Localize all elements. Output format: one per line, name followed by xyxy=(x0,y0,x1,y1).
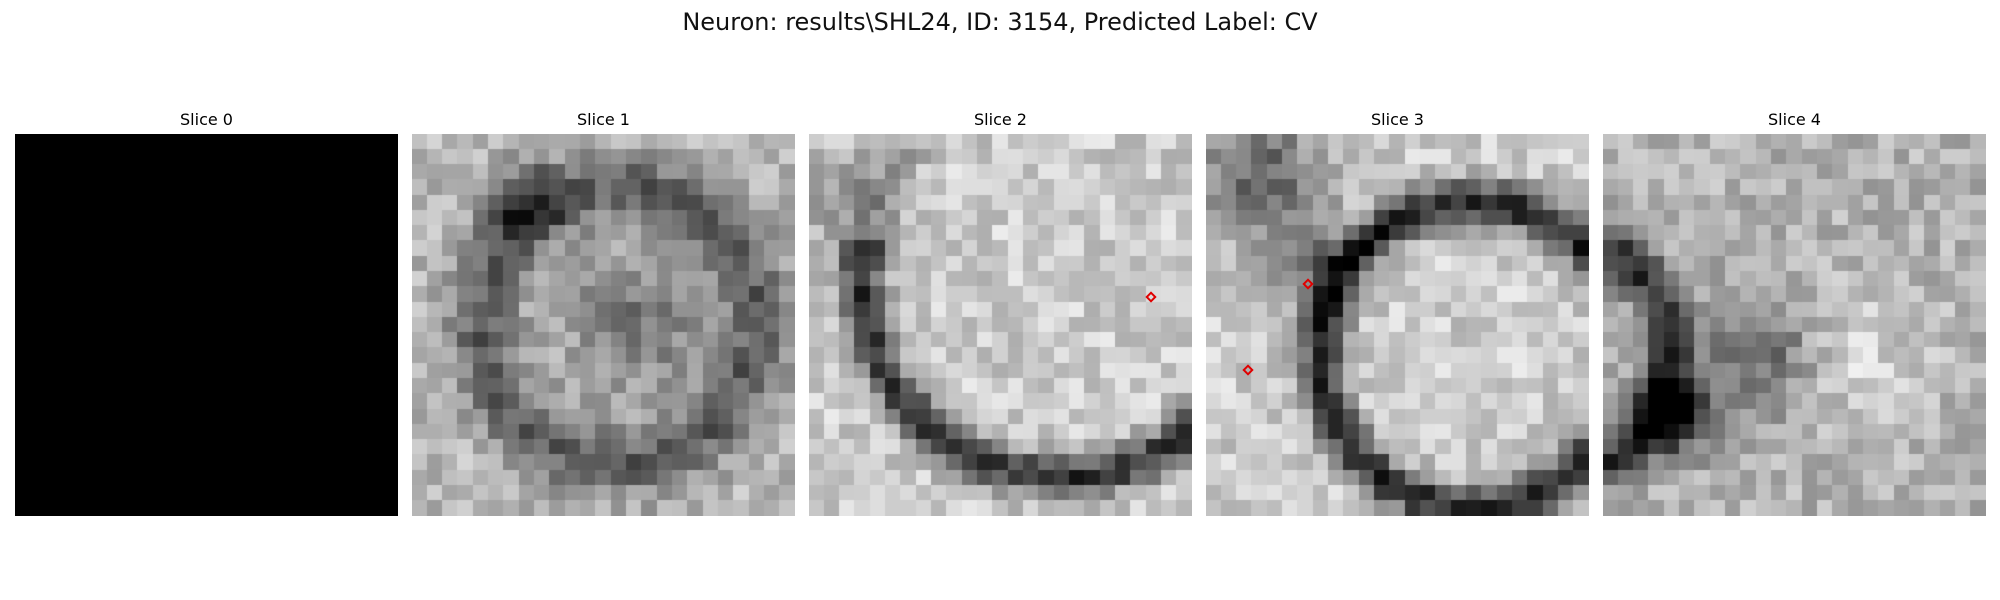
slice-title-2: Slice 2 xyxy=(974,110,1027,129)
slice-image-0 xyxy=(15,134,398,516)
slice-image-1 xyxy=(412,134,795,516)
figure-title: Neuron: results\SHL24, ID: 3154, Predict… xyxy=(682,8,1318,36)
slice-image-2 xyxy=(809,134,1192,516)
slice-image-4 xyxy=(1603,134,1986,516)
slice-title-3: Slice 3 xyxy=(1371,110,1424,129)
slice-image-3 xyxy=(1206,134,1589,516)
slice-title-0: Slice 0 xyxy=(180,110,233,129)
slice-title-4: Slice 4 xyxy=(1768,110,1821,129)
slice-title-1: Slice 1 xyxy=(577,110,630,129)
